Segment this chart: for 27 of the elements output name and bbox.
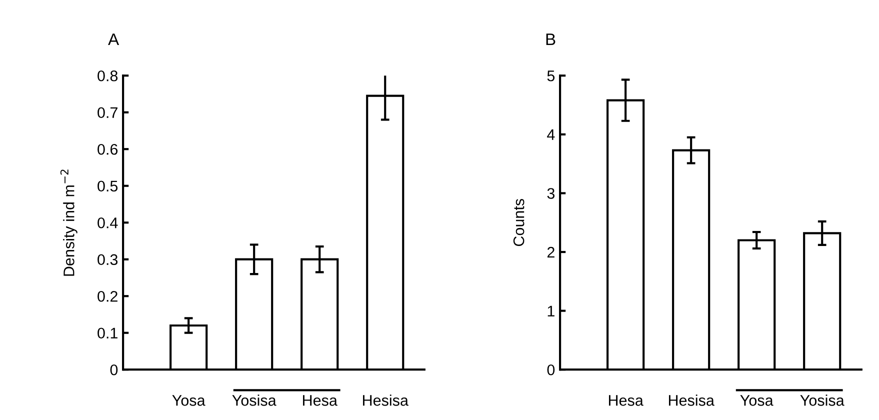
x-tick-label: Yosa bbox=[172, 395, 206, 406]
x-tick-label: Hesa bbox=[608, 395, 644, 406]
y-axis-title: Counts bbox=[513, 198, 524, 246]
x-tick-label: Yosisa bbox=[232, 394, 276, 406]
x-tick-label: Yosisa bbox=[800, 394, 844, 406]
y-tick-label: 4 bbox=[547, 129, 555, 140]
y-tick-label: 5 bbox=[547, 70, 555, 82]
y-tick-label: 0.8 bbox=[98, 70, 118, 82]
x-tick-label: Hesisa bbox=[668, 394, 714, 406]
y-tick-label: 0.2 bbox=[98, 290, 118, 302]
x-tick-label: Hesa bbox=[303, 395, 338, 406]
chart-title: B bbox=[546, 34, 556, 46]
y-axis-title: Density ind m$^{−2}$ bbox=[60, 170, 78, 276]
y-tick-label: 0.6 bbox=[98, 144, 118, 155]
y-tick-label: 0.4 bbox=[98, 217, 118, 228]
y-tick-label: 0.7 bbox=[98, 107, 118, 118]
x-tick-label: Hesisa bbox=[363, 394, 408, 406]
y-tick-label: 1 bbox=[548, 306, 554, 316]
x-tick-label: Yosa bbox=[740, 395, 774, 406]
y-tick-label: 0 bbox=[547, 364, 555, 376]
y-tick-label: 2 bbox=[547, 246, 554, 258]
chart-title: A bbox=[108, 34, 120, 46]
y-tick-label: 0.5 bbox=[98, 180, 118, 192]
y-tick-label: 0 bbox=[110, 364, 118, 376]
y-tick-label: 0.1 bbox=[98, 328, 118, 339]
y-tick-label: 3 bbox=[547, 188, 555, 199]
y-tick-label: 0.3 bbox=[98, 254, 118, 266]
